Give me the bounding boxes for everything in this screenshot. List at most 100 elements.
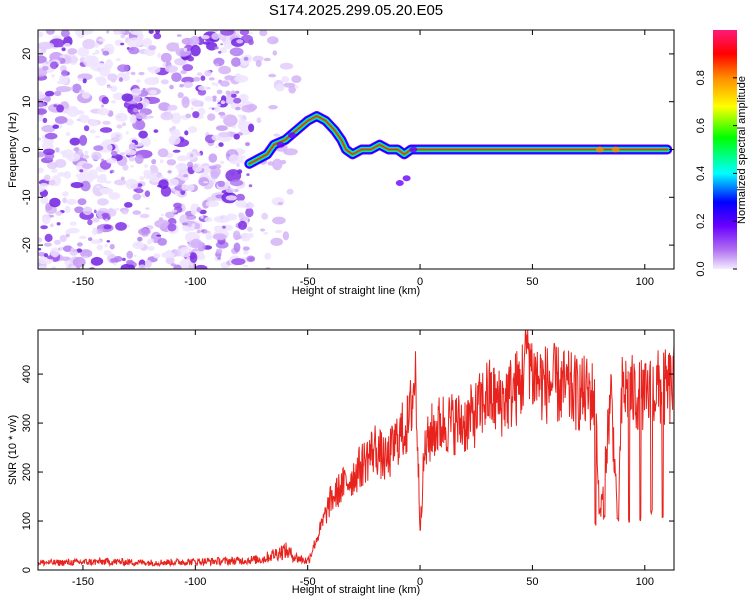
noise-blob bbox=[160, 213, 165, 217]
noise-blob bbox=[166, 159, 177, 166]
noise-blob bbox=[49, 51, 63, 63]
noise-blob bbox=[182, 261, 190, 269]
noise-blob bbox=[135, 112, 147, 120]
noise-blob bbox=[239, 30, 250, 36]
y-tick-label: 100 bbox=[21, 512, 33, 530]
noise-blob bbox=[44, 132, 58, 140]
noise-blob bbox=[215, 248, 223, 254]
noise-blob bbox=[122, 122, 127, 127]
noise-blob bbox=[235, 200, 247, 208]
noise-blob bbox=[136, 79, 141, 83]
noise-blob bbox=[190, 238, 202, 249]
x-tick-label: -100 bbox=[184, 276, 206, 288]
noise-blob bbox=[47, 162, 58, 170]
noise-blob bbox=[101, 104, 105, 108]
noise-blob bbox=[62, 197, 67, 204]
noise-blob bbox=[38, 137, 42, 141]
noise-blob bbox=[235, 30, 241, 34]
noise-blob bbox=[238, 212, 245, 219]
noise-blob bbox=[129, 114, 137, 124]
noise-blob bbox=[267, 161, 275, 166]
snr-ylabel: SNR (10 * v/v) bbox=[7, 415, 19, 485]
noise-blob bbox=[68, 106, 78, 111]
noise-blob bbox=[133, 254, 137, 257]
noise-blob bbox=[106, 157, 118, 164]
noise-blob bbox=[172, 125, 176, 130]
x-tick-label: 0 bbox=[417, 576, 423, 588]
noise-blob bbox=[215, 82, 219, 87]
noise-blob bbox=[131, 88, 142, 96]
noise-blob bbox=[159, 159, 164, 164]
noise-blob bbox=[187, 161, 194, 168]
noise-blob bbox=[96, 244, 104, 251]
noise-blob bbox=[158, 102, 171, 112]
y-tick-label: 0 bbox=[21, 146, 33, 152]
noise-blob bbox=[96, 177, 107, 184]
x-tick-label: -50 bbox=[300, 276, 316, 288]
noise-blob bbox=[103, 250, 112, 256]
noise-blob bbox=[243, 56, 249, 61]
noise-blob bbox=[132, 30, 143, 36]
noise-blob bbox=[225, 90, 231, 96]
noise-blob bbox=[124, 149, 137, 156]
noise-blob bbox=[88, 169, 98, 180]
noise-blob bbox=[92, 217, 100, 223]
noise-blob bbox=[205, 232, 213, 240]
noise-blob bbox=[247, 226, 253, 232]
noise-blob bbox=[142, 37, 153, 48]
noise-blob bbox=[177, 155, 189, 162]
noise-blob bbox=[51, 168, 58, 174]
snr-panel: -150 -100 -50 0 50 100 0 100 200 300 400 Height of… bbox=[7, 329, 675, 596]
noise-blob bbox=[75, 173, 79, 177]
noise-blob bbox=[277, 201, 284, 206]
ridge-blob bbox=[595, 146, 604, 153]
noise-blob bbox=[220, 100, 226, 105]
noise-blob bbox=[166, 42, 180, 52]
noise-blob bbox=[38, 247, 42, 251]
noise-blob bbox=[122, 257, 126, 261]
noise-blob bbox=[101, 212, 110, 218]
noise-blob bbox=[165, 65, 178, 73]
noise-blob bbox=[153, 253, 161, 259]
noise-blob bbox=[196, 229, 202, 234]
noise-blob bbox=[45, 30, 55, 35]
noise-blob bbox=[219, 80, 230, 87]
noise-blob bbox=[189, 36, 200, 45]
noise-blob bbox=[73, 147, 80, 152]
noise-blob bbox=[76, 248, 83, 253]
noise-blob bbox=[63, 43, 71, 48]
noise-blob bbox=[128, 46, 140, 55]
noise-blob bbox=[74, 206, 84, 214]
noise-blob bbox=[138, 130, 148, 139]
noise-blob bbox=[101, 96, 109, 105]
noise-blob bbox=[256, 117, 262, 124]
noise-blob bbox=[180, 251, 191, 258]
noise-blob bbox=[55, 86, 72, 93]
noise-blob bbox=[219, 214, 228, 223]
noise-blob bbox=[91, 151, 102, 161]
noise-blob bbox=[38, 237, 43, 243]
noise-blob bbox=[148, 30, 154, 34]
noise-blob bbox=[130, 71, 136, 76]
noise-blob bbox=[54, 239, 61, 245]
noise-blob bbox=[223, 39, 233, 50]
noise-blob bbox=[143, 173, 151, 180]
noise-blob bbox=[240, 55, 250, 66]
noise-blob bbox=[229, 47, 244, 57]
x-tick-label: 100 bbox=[636, 576, 654, 588]
noise-blob bbox=[177, 92, 184, 99]
noise-blob bbox=[38, 31, 44, 38]
noise-blob bbox=[282, 231, 290, 241]
noise-blob bbox=[134, 154, 144, 164]
noise-blob bbox=[231, 258, 246, 266]
noise-blob bbox=[216, 99, 221, 103]
noise-blob bbox=[132, 210, 141, 215]
noise-blob bbox=[181, 76, 195, 83]
noise-blob bbox=[115, 58, 121, 62]
noise-blob bbox=[218, 50, 222, 54]
noise-blob bbox=[219, 160, 225, 165]
noise-blob bbox=[182, 64, 194, 72]
noise-blob bbox=[126, 250, 133, 259]
noise-blob bbox=[44, 233, 53, 242]
